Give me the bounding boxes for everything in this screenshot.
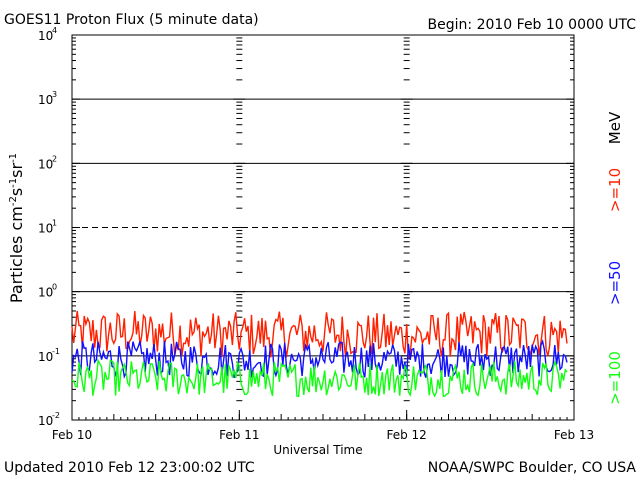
series-line-ge50 xyxy=(71,339,568,379)
plot-area xyxy=(71,34,575,421)
y-tick-label: 10 xyxy=(38,350,53,364)
x-tick-label: Feb 13 xyxy=(554,428,594,442)
legend-ge10: >=10 xyxy=(606,168,624,212)
x-tick-label: Feb 12 xyxy=(386,428,426,442)
legend-ge100: >=100 xyxy=(606,351,624,405)
y-tick-exponent: -2 xyxy=(52,411,60,420)
y-tick-exponent: 2 xyxy=(52,154,57,163)
y-tick-exponent: -1 xyxy=(52,347,60,356)
legend-ge50: >=50 xyxy=(606,261,624,305)
y-tick-exponent: 4 xyxy=(52,26,57,35)
chart-title: GOES11 Proton Flux (5 minute data) xyxy=(4,12,259,28)
y-tick-label: 10 xyxy=(38,414,53,428)
y-axis-label: Particles cm-2s-1sr-1 xyxy=(7,153,26,303)
y-tick-label: 10 xyxy=(38,93,53,107)
x-axis-label: Universal Time xyxy=(273,443,362,457)
y-tick-exponent: 1 xyxy=(52,219,57,228)
y-tick-label: 10 xyxy=(38,286,53,300)
x-tick-label: Feb 11 xyxy=(219,428,259,442)
series-line-ge10 xyxy=(71,310,568,359)
unit-label: MeV xyxy=(606,111,624,144)
begin-time: Begin: 2010 Feb 10 0000 UTC xyxy=(428,17,637,33)
updated-time: Updated 2010 Feb 12 23:00:02 UTC xyxy=(4,460,255,476)
y-tick-label: 10 xyxy=(38,157,53,171)
y-tick-exponent: 3 xyxy=(52,90,57,99)
series-line-ge100 xyxy=(71,358,568,398)
y-tick-label: 10 xyxy=(38,29,53,43)
x-tick-label: Feb 10 xyxy=(52,428,92,442)
y-tick-exponent: 0 xyxy=(52,283,57,292)
y-tick-label: 10 xyxy=(38,222,53,236)
credit: NOAA/SWPC Boulder, CO USA xyxy=(428,460,637,476)
